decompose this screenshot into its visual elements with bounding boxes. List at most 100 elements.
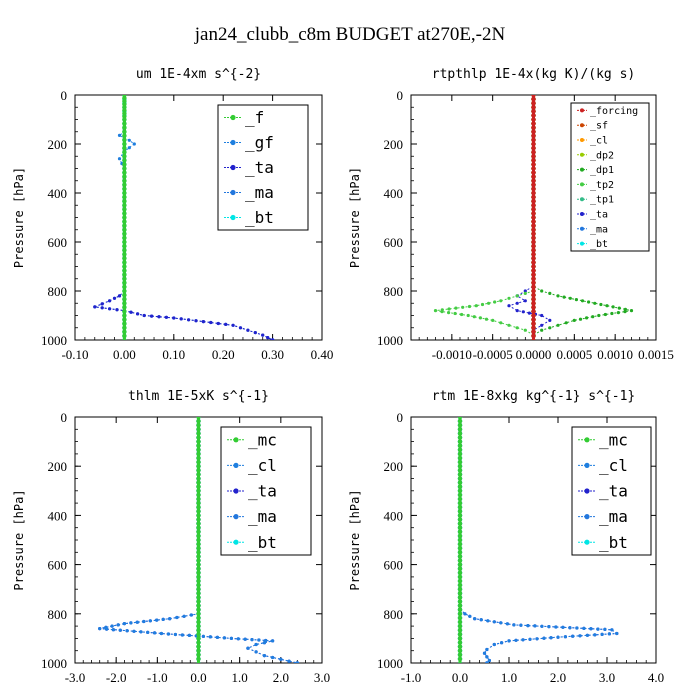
data-point (457, 509, 463, 514)
data-point (457, 521, 463, 526)
y-tick-label: 0 (397, 410, 404, 425)
data-point (457, 558, 463, 563)
data-point (531, 325, 536, 330)
data-point (492, 620, 496, 624)
data-point (482, 651, 487, 655)
data-point (531, 211, 536, 216)
legend: _f _gf _ta _ma _bt (217, 104, 309, 231)
x-tick-label: 0.40 (311, 347, 334, 362)
legend-marker (230, 214, 236, 221)
legend-label: _bt (590, 239, 608, 250)
data-point (531, 95, 536, 98)
data-point (582, 626, 586, 631)
data-point (535, 637, 539, 641)
legend-item-dp2: _dp2 (577, 150, 614, 161)
data-point (135, 620, 139, 624)
data-point (180, 633, 184, 637)
chart-panel-4: rtm 1E-8xkg kg^{-1} s^{-1} Pressure [hPa]… (348, 389, 664, 685)
series-line (507, 95, 551, 340)
data-point (122, 272, 127, 277)
data-point (457, 537, 463, 543)
data-point (540, 624, 544, 628)
data-point (208, 635, 212, 639)
data-point (519, 623, 523, 627)
data-point (457, 443, 463, 448)
data-point (599, 302, 603, 307)
y-tick-label: 800 (384, 284, 404, 299)
legend-item-ta: _ta (227, 482, 277, 501)
data-point (196, 488, 201, 493)
data-point (548, 318, 552, 322)
panel-title: um 1E-4xm s^{-2} (136, 67, 261, 82)
data-point (623, 310, 627, 314)
data-point (531, 96, 536, 102)
data-point (129, 621, 133, 625)
data-point (201, 634, 205, 639)
data-point (122, 137, 127, 143)
data-point (168, 617, 172, 621)
data-point (531, 133, 536, 138)
legend-label: _mc (248, 430, 277, 449)
data-point (457, 513, 463, 518)
data-point (556, 294, 560, 298)
legend-label: _cl (599, 456, 628, 475)
data-point (523, 299, 527, 303)
legend-item-bt: _bt (227, 533, 277, 552)
data-point (122, 174, 127, 179)
data-point (115, 308, 119, 312)
x-tick-label: 4.0 (648, 670, 664, 685)
legend-label: _cl (590, 136, 608, 147)
data-point (196, 492, 201, 498)
data-point (98, 627, 102, 631)
x-tick-label: -1.0 (401, 670, 422, 685)
data-point (575, 626, 579, 630)
data-point (246, 328, 250, 332)
data-point (499, 621, 503, 625)
data-point (440, 310, 444, 314)
data-point (122, 268, 127, 273)
data-point (287, 659, 291, 663)
data-point (196, 587, 201, 592)
data-point (118, 628, 122, 632)
data-point (122, 252, 127, 257)
data-point (122, 305, 127, 310)
series-line (435, 95, 534, 340)
data-point (122, 292, 127, 298)
data-point (531, 301, 536, 306)
data-point (122, 215, 127, 220)
legend-marker (580, 226, 584, 231)
y-axis-label: Pressure [hPa] (348, 167, 362, 268)
data-point (93, 305, 97, 309)
data-point (531, 227, 536, 232)
data-point (175, 615, 179, 620)
data-point (261, 333, 265, 337)
data-point (574, 298, 579, 302)
y-axis-label: Pressure [hPa] (12, 489, 26, 590)
data-point (457, 628, 463, 633)
data-point (479, 618, 483, 622)
data-point (295, 661, 300, 663)
data-point (457, 525, 463, 530)
legend-marker (580, 138, 584, 142)
data-point (600, 632, 604, 637)
data-point (531, 170, 536, 175)
data-point (531, 292, 536, 298)
legend-marker (230, 189, 236, 196)
data-point (201, 320, 205, 324)
legend-item-dp1: _dp1 (577, 165, 614, 176)
x-tick-label: 3.0 (599, 670, 615, 685)
data-point (531, 280, 536, 285)
legend-label: _ma (599, 507, 628, 526)
legend-item-ta: _ta (577, 210, 608, 221)
x-tick-label: 2.0 (550, 670, 566, 685)
data-point (122, 301, 127, 306)
data-point (500, 641, 504, 645)
data-point (457, 472, 463, 477)
data-point (596, 627, 600, 631)
data-point (528, 637, 532, 641)
y-tick-label: 200 (384, 137, 404, 152)
y-tick-label: 1000 (41, 656, 67, 671)
data-point (122, 260, 127, 265)
data-point (457, 455, 463, 461)
